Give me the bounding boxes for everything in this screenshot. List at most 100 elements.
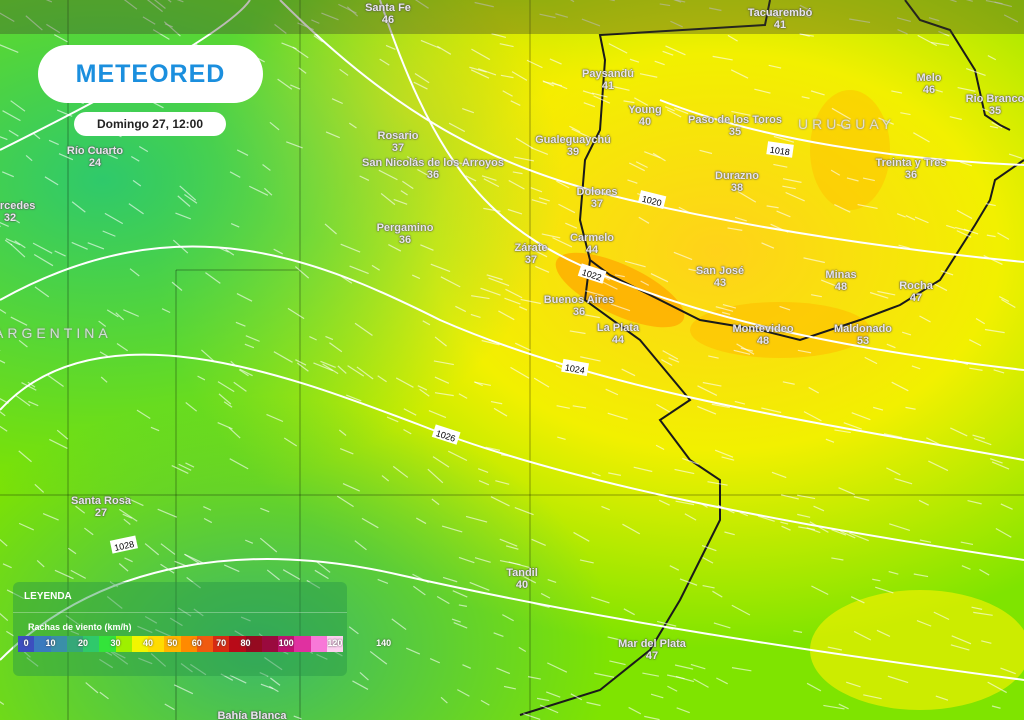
city-label[interactable]: Rocha 47 (899, 280, 933, 304)
wind-streak (173, 684, 194, 695)
wind-streak (799, 13, 811, 19)
wind-streak (420, 39, 441, 49)
wind-streak (650, 693, 664, 699)
city-gust-value: 27 (94, 507, 108, 519)
city-label[interactable]: Buenos Aires 36 (544, 294, 615, 318)
wind-streak (740, 347, 754, 352)
city-label[interactable]: Tandil 40 (506, 567, 538, 591)
wind-streak (995, 528, 1012, 538)
wind-streak (294, 266, 310, 279)
wind-streak (490, 400, 503, 405)
wind-streak (846, 681, 861, 688)
wind-streak (727, 227, 743, 231)
wind-streak (386, 416, 399, 423)
isobar-label-1024: 1024 (561, 358, 590, 377)
wind-streak (324, 223, 337, 235)
city-label[interactable]: Gualeguaychú 39 (535, 134, 611, 158)
wind-streak (474, 1, 494, 8)
city-label[interactable]: Paso de los Toros 35 (688, 114, 782, 138)
wind-streak (956, 209, 973, 220)
wind-streak (582, 90, 595, 95)
wind-streak (293, 715, 302, 720)
city-label[interactable]: Pergamino 36 (377, 222, 434, 246)
city-label[interactable]: Zárate 37 (514, 242, 547, 266)
legend-color-swatch (229, 636, 246, 652)
wind-streak (225, 248, 235, 256)
wind-streak (754, 88, 771, 94)
wind-streak (474, 557, 491, 563)
wind-streak (761, 242, 775, 249)
city-label[interactable]: Montevideo 48 (732, 323, 793, 347)
city-label[interactable]: Dolores 37 (577, 186, 618, 210)
city-label[interactable]: Paysandú 41 (582, 68, 634, 92)
wind-streak (313, 35, 323, 43)
wind-streak (862, 177, 875, 182)
wind-streak (610, 303, 631, 312)
wind-streak (342, 482, 360, 492)
city-label[interactable]: Maldonado 53 (834, 323, 892, 347)
wind-streak (834, 203, 851, 213)
wind-streak (8, 129, 19, 137)
city-gust-value: 43 (713, 277, 727, 289)
wind-streak (676, 707, 690, 714)
wind-streak (325, 335, 334, 341)
city-label[interactable]: Tacuarembó 41 (748, 7, 813, 31)
city-name: Santa Fe (365, 2, 411, 14)
wind-streak (971, 606, 983, 610)
city-label[interactable]: Young 40 (628, 104, 661, 128)
wind-streak (902, 331, 912, 336)
wind-streak (453, 622, 468, 629)
wind-streak (102, 230, 116, 237)
wind-streak (273, 351, 293, 363)
coastline (578, 0, 1024, 342)
city-label[interactable]: San Nicolás de los Arroyos 36 (362, 157, 504, 181)
wind-streak (28, 400, 39, 407)
city-label[interactable]: Santa Fe 46 (365, 2, 411, 26)
wind-streak (505, 545, 519, 550)
city-label[interactable]: Minas 48 (825, 269, 856, 293)
legend-color-swatch (34, 636, 51, 652)
city-label[interactable]: Santa Rosa 27 (71, 495, 131, 519)
wind-streak (90, 146, 100, 154)
city-label[interactable]: San José 43 (696, 265, 744, 289)
city-label[interactable]: Mercedes32 (0, 200, 35, 224)
wind-streak (591, 472, 601, 477)
wind-streak (638, 216, 650, 224)
city-label[interactable]: Rosario 37 (378, 130, 419, 154)
city-label[interactable]: La Plata 44 (597, 322, 639, 346)
wind-streak (220, 673, 234, 681)
city-name: Paysandú (582, 68, 634, 80)
wind-streak (834, 429, 851, 434)
city-label[interactable]: Carmelo 44 (570, 232, 614, 256)
wind-streak (581, 18, 601, 27)
wind-streak (806, 527, 821, 534)
meteored-logo[interactable]: METEORED (38, 45, 263, 103)
wind-streak (359, 671, 369, 681)
city-label[interactable]: Durazno 38 (715, 170, 759, 194)
wind-streak (436, 595, 450, 605)
wind-streak (614, 274, 625, 278)
wind-streak (797, 349, 812, 354)
wind-streak (830, 169, 841, 176)
wind-streak (664, 106, 675, 112)
city-label[interactable]: Melo 46 (916, 72, 941, 96)
isobar-label-text: 1028 (113, 539, 135, 553)
city-label[interactable]: Río Cuarto 24 (67, 145, 123, 169)
legend-color-swatch (50, 636, 67, 652)
isobar-label-1020: 1020 (637, 190, 667, 209)
wind-streak (733, 349, 751, 355)
wind-streak (514, 506, 534, 516)
city-label[interactable]: Mar del Plata 47 (618, 638, 686, 662)
city-label[interactable]: Rio Branco 35 (966, 93, 1024, 117)
country-label-uruguay: URUGUAY (798, 116, 895, 132)
wind-streak (897, 28, 908, 35)
forecast-datetime[interactable]: Domingo 27, 12:00 (74, 112, 226, 136)
city-label[interactable]: Treinta y Tres 36 (876, 157, 947, 181)
wind-streak (238, 369, 249, 377)
wind-streak (84, 527, 94, 536)
wind-streak (481, 175, 497, 182)
wind-streak (314, 569, 329, 580)
city-label[interactable]: Bahía Blanca (217, 710, 286, 720)
city-name: Santa Rosa (71, 495, 131, 507)
